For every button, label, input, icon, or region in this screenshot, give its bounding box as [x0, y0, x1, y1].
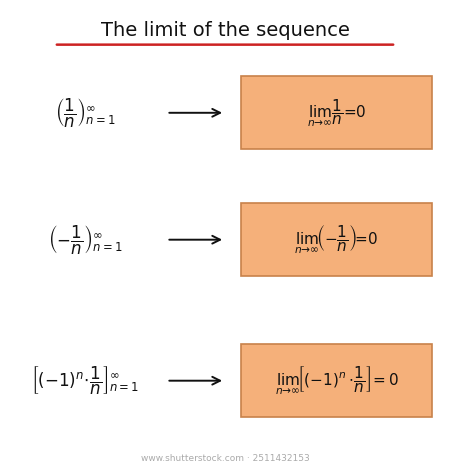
Text: www.shutterstock.com · 2511432153: www.shutterstock.com · 2511432153 — [140, 454, 310, 463]
Text: $\left[(-1)^n\!\cdot\!\dfrac{1}{n}\right]_{n=1}^{\infty}$: $\left[(-1)^n\!\cdot\!\dfrac{1}{n}\right… — [32, 365, 140, 397]
Text: $\left(\dfrac{1}{n}\right)_{n=1}^{\infty}$: $\left(\dfrac{1}{n}\right)_{n=1}^{\infty… — [55, 96, 116, 129]
Text: $\left(-\dfrac{1}{n}\right)_{n=1}^{\infty}$: $\left(-\dfrac{1}{n}\right)_{n=1}^{\inft… — [48, 223, 123, 256]
Text: $\lim_{n \to \infty}\!\left(-\dfrac{1}{n}\right)\!= 0$: $\lim_{n \to \infty}\!\left(-\dfrac{1}{n… — [294, 224, 378, 256]
Text: $\lim_{n \to \infty} \dfrac{1}{n} = 0$: $\lim_{n \to \infty} \dfrac{1}{n} = 0$ — [306, 97, 366, 129]
Text: $\lim_{n \to \infty}\!\left[(-1)^n\!\cdot\!\dfrac{1}{n}\right]\!= 0$: $\lim_{n \to \infty}\!\left[(-1)^n\!\cdo… — [274, 365, 398, 397]
FancyBboxPatch shape — [241, 76, 432, 149]
Text: The limit of the sequence: The limit of the sequence — [100, 21, 350, 40]
FancyBboxPatch shape — [241, 344, 432, 417]
FancyBboxPatch shape — [241, 203, 432, 276]
